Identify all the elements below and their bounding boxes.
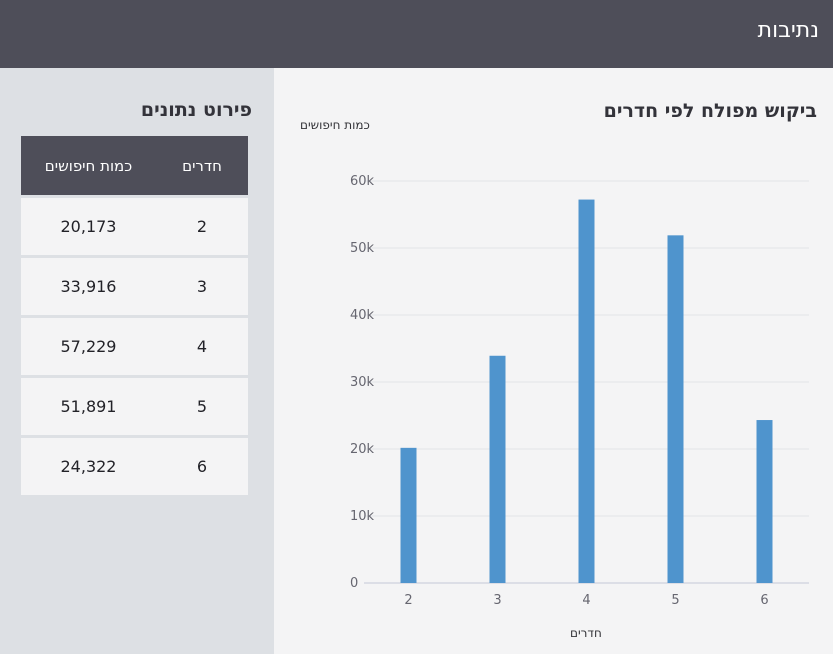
y-tick-label: 0 — [350, 576, 358, 591]
data-sidebar: פירוט נתונים חדרים כמות חיפושים 2 20,173… — [0, 68, 274, 654]
x-tick-label: 2 — [404, 593, 412, 608]
y-tick-label: 40k — [350, 308, 375, 323]
y-tick-label: 60k — [350, 174, 375, 189]
x-tick-label: 6 — [760, 593, 768, 608]
x-tick-label: 3 — [493, 593, 501, 608]
row-searches: 51,891 — [60, 397, 117, 416]
y-tick-label: 10k — [350, 509, 375, 524]
table-header: חדרים כמות חיפושים — [21, 136, 248, 195]
data-table: חדרים כמות חיפושים 2 20,173 3 33,916 4 5… — [21, 136, 248, 495]
y-tick-label: 30k — [350, 375, 375, 390]
x-tick-label: 5 — [671, 593, 679, 608]
x-axis-title: חדרים — [570, 626, 602, 640]
table-row: 2 20,173 — [21, 198, 248, 255]
bar-chart: 0 10k 20k 30k 40k 50k 60k 2 3 4 5 6 — [350, 174, 809, 608]
row-searches: 57,229 — [60, 337, 117, 356]
bar — [578, 199, 595, 583]
bar — [489, 355, 506, 583]
header-searches: כמות חיפושים — [44, 156, 133, 175]
row-rooms: 2 — [196, 217, 208, 236]
row-rooms: 3 — [196, 277, 208, 296]
chart-panel: ביקוש מפולח לפי חדרים כמות חיפושים חדרים… — [274, 68, 833, 654]
bar — [400, 447, 417, 583]
chart-title: ביקוש מפולח לפי חדרים — [603, 100, 817, 122]
bar — [756, 420, 773, 583]
table-row: 6 24,322 — [21, 438, 248, 495]
header-rooms: חדרים — [182, 156, 222, 175]
bar — [667, 235, 684, 583]
table-row: 3 33,916 — [21, 258, 248, 315]
row-searches: 20,173 — [60, 217, 117, 236]
row-rooms: 5 — [196, 397, 208, 416]
sidebar-title: פירוט נתונים — [140, 99, 252, 121]
y-tick-label: 50k — [350, 241, 375, 256]
table-row: 5 51,891 — [21, 378, 248, 435]
table-row: 4 57,229 — [21, 318, 248, 375]
row-rooms: 6 — [196, 457, 208, 476]
row-searches: 33,916 — [60, 277, 117, 296]
top-bar: נתיבות — [0, 0, 833, 68]
x-tick-label: 4 — [582, 593, 590, 608]
row-searches: 24,322 — [60, 457, 117, 476]
y-tick-label: 20k — [350, 442, 375, 457]
y-axis-title: כמות חיפושים — [300, 118, 370, 132]
row-rooms: 4 — [196, 337, 208, 356]
app-title: נתיבות — [757, 18, 819, 43]
